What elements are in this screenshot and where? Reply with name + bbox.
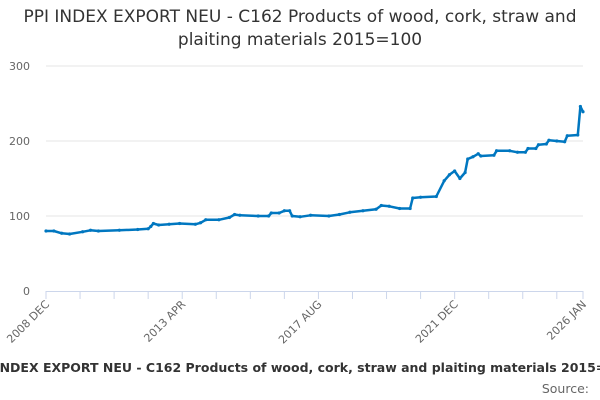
data-point bbox=[167, 222, 171, 226]
data-point bbox=[146, 227, 150, 231]
data-point bbox=[466, 157, 470, 161]
data-point bbox=[526, 146, 530, 151]
data-point bbox=[151, 221, 155, 226]
data-point bbox=[81, 230, 85, 234]
data-point bbox=[267, 214, 271, 218]
data-point bbox=[277, 211, 281, 215]
data-point bbox=[298, 215, 302, 219]
data-point bbox=[238, 213, 242, 217]
data-point bbox=[60, 231, 64, 235]
data-point bbox=[361, 209, 365, 213]
data-point bbox=[494, 149, 499, 153]
data-point bbox=[463, 170, 467, 175]
data-point bbox=[476, 152, 480, 156]
data-point bbox=[453, 169, 457, 173]
y-tick-label: 300 bbox=[9, 60, 30, 73]
data-point bbox=[88, 228, 93, 232]
data-point bbox=[374, 207, 378, 211]
data-point bbox=[327, 214, 331, 218]
data-point bbox=[434, 194, 438, 199]
data-point bbox=[177, 221, 182, 226]
data-point bbox=[337, 212, 341, 217]
data-point bbox=[418, 195, 423, 199]
data-point bbox=[204, 218, 208, 222]
data-point bbox=[581, 110, 585, 114]
data-point bbox=[117, 228, 121, 232]
data-point bbox=[290, 214, 294, 218]
data-point bbox=[578, 104, 582, 109]
chart-title: PPI INDEX EXPORT NEU - C162 Products of … bbox=[23, 7, 577, 50]
data-point bbox=[96, 229, 100, 233]
source-label: Source: bbox=[541, 381, 589, 396]
data-point bbox=[52, 229, 56, 233]
data-point bbox=[282, 209, 286, 213]
data-point bbox=[534, 146, 538, 151]
data-point bbox=[269, 211, 273, 215]
series-line bbox=[46, 105, 585, 236]
data-point bbox=[411, 196, 415, 200]
data-point bbox=[523, 150, 527, 154]
data-point bbox=[217, 218, 221, 222]
data-point bbox=[233, 212, 237, 217]
data-point bbox=[576, 133, 580, 137]
data-point bbox=[508, 149, 512, 153]
data-point bbox=[536, 143, 541, 147]
data-point bbox=[387, 204, 391, 208]
chart-subtitle: PPI INDEX EXPORT NEU - C162 Products of … bbox=[0, 360, 600, 375]
data-point bbox=[492, 153, 496, 157]
data-point bbox=[348, 210, 352, 214]
y-tick-label: 100 bbox=[9, 210, 30, 223]
x-tick-label: 2026 JAN bbox=[544, 298, 589, 343]
data-point bbox=[288, 209, 292, 213]
data-point bbox=[136, 227, 140, 232]
y-tick-label: 200 bbox=[9, 135, 30, 148]
data-point bbox=[67, 232, 72, 236]
data-point bbox=[256, 214, 260, 218]
data-point bbox=[408, 206, 412, 211]
data-point bbox=[227, 215, 231, 220]
x-tick-label: 2021 DEC bbox=[413, 298, 461, 346]
data-point bbox=[555, 139, 559, 143]
data-point bbox=[458, 176, 462, 181]
data-point bbox=[442, 179, 446, 183]
data-point bbox=[44, 229, 48, 233]
data-point bbox=[149, 224, 153, 229]
x-tick-label: 2008 DEC bbox=[4, 298, 52, 346]
y-tick-label: 0 bbox=[23, 285, 30, 298]
data-point bbox=[479, 154, 483, 158]
x-tick-label: 2013 APR bbox=[141, 298, 188, 345]
data-point bbox=[544, 142, 548, 146]
data-point bbox=[547, 138, 551, 142]
data-point bbox=[447, 173, 452, 177]
data-point bbox=[471, 155, 475, 159]
data-point bbox=[379, 203, 383, 208]
data-point bbox=[198, 221, 203, 225]
data-point bbox=[193, 222, 197, 226]
data-point bbox=[308, 213, 313, 217]
data-point bbox=[515, 150, 520, 154]
data-point bbox=[157, 223, 161, 227]
x-tick-label: 2017 AUG bbox=[276, 298, 325, 347]
data-point bbox=[398, 206, 402, 211]
data-point bbox=[565, 134, 569, 138]
data-point bbox=[563, 140, 567, 144]
